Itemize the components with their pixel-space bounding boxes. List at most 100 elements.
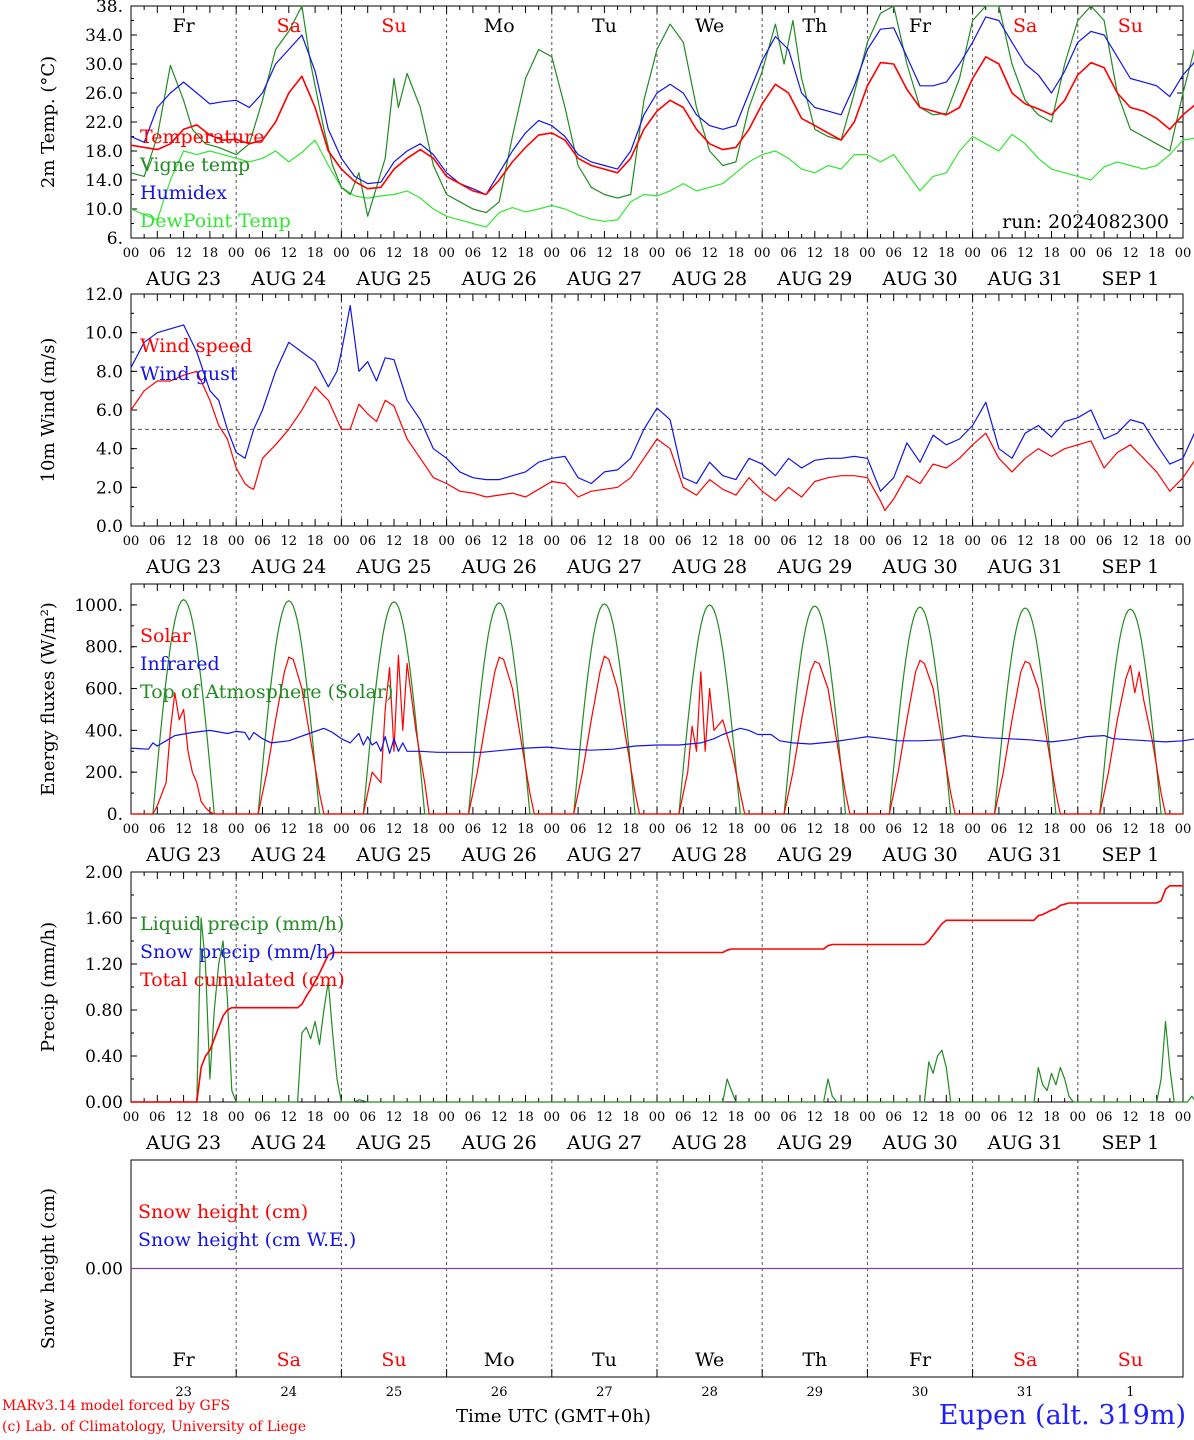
weekday-label: Mo xyxy=(484,1349,515,1371)
x-hour-label: 06 xyxy=(885,1110,902,1125)
x-hour-label: 18 xyxy=(307,822,324,837)
x-date-label: AUG 24 xyxy=(250,556,326,578)
x-date-label: AUG 29 xyxy=(776,844,852,866)
x-hour-label: 00 xyxy=(228,534,245,549)
x-hour-label: 06 xyxy=(359,822,376,837)
x-hour-label: 06 xyxy=(1096,246,1113,261)
x-date-label: AUG 29 xyxy=(776,1132,852,1154)
x-hour-label: 12 xyxy=(596,246,613,261)
x-hour-label: 18 xyxy=(1043,1110,1060,1125)
x-hour-label: 18 xyxy=(1043,822,1060,837)
x-hour-label: 00 xyxy=(123,822,140,837)
y-tick-label: 10.0 xyxy=(85,200,123,220)
x-hour-label: 00 xyxy=(544,1110,561,1125)
x-hour-label: 12 xyxy=(281,246,298,261)
x-hour-label: 00 xyxy=(859,534,876,549)
x-hour-label: 18 xyxy=(622,246,639,261)
y-tick-label: 800. xyxy=(85,638,123,658)
x-hour-label: 00 xyxy=(1070,822,1087,837)
x-date-label: AUG 27 xyxy=(566,556,642,578)
x-hour-label: 00 xyxy=(754,822,771,837)
weekday-label: Mo xyxy=(484,15,515,37)
x-hour-label: 18 xyxy=(412,534,429,549)
panel-energy: 0. 200. 400. 600. 800. 1000. Energy fluxes (W/… xyxy=(38,583,1194,866)
x-hour-label: 06 xyxy=(359,1110,376,1125)
x-hour-label: 06 xyxy=(570,534,587,549)
weekday-label: Fr xyxy=(909,1349,932,1371)
x-hour-label: 18 xyxy=(938,246,955,261)
legend-entry: Snow height (cm W.E.) xyxy=(138,1229,356,1251)
x-hour-label: 12 xyxy=(1017,534,1034,549)
day-number-label: 30 xyxy=(912,1385,929,1400)
x-hour-label: 06 xyxy=(991,822,1008,837)
x-hour-label: 06 xyxy=(780,534,797,549)
legend-entry: Infrared xyxy=(140,653,220,675)
x-hour-label: 06 xyxy=(675,822,692,837)
x-hour-label: 06 xyxy=(991,1110,1008,1125)
series-line xyxy=(130,727,1194,754)
x-hour-label: 12 xyxy=(386,822,403,837)
y-tick-label: 12.0 xyxy=(85,285,123,305)
x-hour-label: 18 xyxy=(728,822,745,837)
x-hour-label: 18 xyxy=(1043,246,1060,261)
panel-snow: 0.00 Snow height (cm) Snow height (cm) Snow… xyxy=(38,1159,1184,1400)
x-hour-label: 06 xyxy=(465,534,482,549)
y-tick-label: 2.0 xyxy=(96,478,123,498)
x-date-label: AUG 26 xyxy=(461,268,537,290)
x-hour-label: 12 xyxy=(807,1110,824,1125)
x-hour-label: 06 xyxy=(885,822,902,837)
x-hour-label: 18 xyxy=(833,246,850,261)
series-line xyxy=(131,917,1194,1103)
x-date-label: AUG 23 xyxy=(145,844,221,866)
weekday-label: Su xyxy=(1118,1349,1143,1371)
y-tick-label: 26.0 xyxy=(85,84,123,104)
legend-entry: Solar xyxy=(140,625,192,647)
x-hour-label: 06 xyxy=(991,246,1008,261)
x-hour-label: 18 xyxy=(307,246,324,261)
x-date-label: AUG 23 xyxy=(145,1132,221,1154)
y-tick-label: 4.0 xyxy=(96,440,123,460)
weekday-label: Fr xyxy=(172,1349,195,1371)
x-hour-label: 06 xyxy=(254,534,271,549)
x-hour-label: 18 xyxy=(1148,822,1165,837)
series-line xyxy=(130,133,1194,228)
x-hour-label: 00 xyxy=(754,246,771,261)
x-hour-label: 00 xyxy=(438,534,455,549)
x-hour-label: 00 xyxy=(228,822,245,837)
x-hour-label: 18 xyxy=(517,822,534,837)
x-date-label: AUG 24 xyxy=(250,1132,326,1154)
y-tick-label: 6. xyxy=(107,229,123,249)
x-date-label: AUG 27 xyxy=(566,1132,642,1154)
x-hour-label: 12 xyxy=(701,822,718,837)
x-hour-label: 00 xyxy=(649,822,666,837)
x-hour-label: 06 xyxy=(359,534,376,549)
x-hour-label: 18 xyxy=(202,534,219,549)
x-hour-label: 06 xyxy=(780,246,797,261)
series-line xyxy=(130,370,1194,512)
x-hour-label: 18 xyxy=(833,1110,850,1125)
x-date-label: AUG 27 xyxy=(566,844,642,866)
x-date-label: AUG 29 xyxy=(776,556,852,578)
x-hour-label: 18 xyxy=(307,534,324,549)
x-hour-label: 00 xyxy=(754,1110,771,1125)
day-number-label: 29 xyxy=(807,1385,824,1400)
y-tick-label: 600. xyxy=(85,680,123,700)
x-hour-label: 18 xyxy=(517,1110,534,1125)
y-tick-label: 6.0 xyxy=(96,401,123,421)
y-axis-label: Precip (mm/h) xyxy=(38,922,59,1052)
x-hour-label: 12 xyxy=(1122,246,1139,261)
x-hour-label: 06 xyxy=(1096,534,1113,549)
x-hour-label: 18 xyxy=(412,822,429,837)
panel-precip: 0.00 0.40 0.80 1.20 1.60 2.00 Precip (mm/h) Liq… xyxy=(38,863,1194,1154)
x-hour-label: 12 xyxy=(596,534,613,549)
x-hour-label: 18 xyxy=(202,822,219,837)
x-hour-label: 06 xyxy=(254,1110,271,1125)
legend-entry: Snow precip (mm/h) xyxy=(140,941,336,963)
weekday-label: Su xyxy=(381,15,406,37)
legend-entry: Wind speed xyxy=(140,335,252,357)
x-date-label: AUG 28 xyxy=(671,1132,747,1154)
y-tick-label: 14.0 xyxy=(85,171,123,191)
weekday-label: Sa xyxy=(277,1349,301,1371)
x-hour-label: 18 xyxy=(202,1110,219,1125)
weekday-label: Fr xyxy=(909,15,932,37)
